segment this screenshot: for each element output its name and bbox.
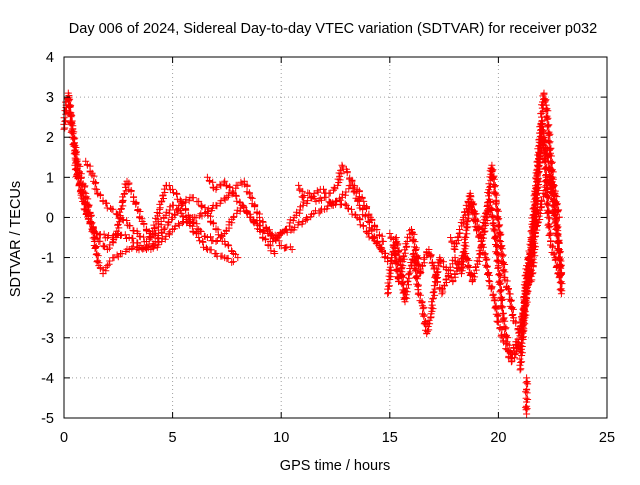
x-tick-label: 25 <box>599 430 615 446</box>
x-tick-label: 15 <box>382 430 398 446</box>
data-markers <box>60 89 566 418</box>
plot-frame <box>63 56 608 419</box>
y-tick-label: 0 <box>46 210 54 226</box>
y-tick-label: -4 <box>41 371 54 387</box>
series-track-d <box>82 157 237 266</box>
data-point-markers <box>82 157 237 266</box>
x-tick-label: 0 <box>60 430 68 446</box>
series-track-k <box>516 117 564 374</box>
y-tick-label: -2 <box>41 291 54 307</box>
y-tick-label: -3 <box>41 331 54 347</box>
y-tick-label: -5 <box>41 411 54 427</box>
data-point-markers <box>295 181 387 245</box>
x-tick-label: 5 <box>169 430 177 446</box>
chart-title: Day 006 of 2024, Sidereal Day-to-day VTE… <box>69 21 597 37</box>
y-tick-label: -1 <box>41 251 54 267</box>
y-tick-label: 2 <box>46 130 54 146</box>
y-tick-label: 4 <box>46 50 54 66</box>
series-track-f <box>266 197 389 257</box>
y-tick-label: 3 <box>46 90 54 106</box>
data-point-markers <box>516 117 564 374</box>
x-tick-label: 20 <box>490 430 506 446</box>
series-track-l <box>522 374 532 418</box>
grid <box>64 57 607 418</box>
x-tick-label: 10 <box>273 430 289 446</box>
tick-labels: 0 5 10 15 20 25 -5 -4 -3 -2 -1 0 1 2 3 4 <box>41 50 615 446</box>
data-point-markers <box>522 374 532 418</box>
series-track-g <box>295 181 387 245</box>
y-tick-label: 1 <box>46 170 54 186</box>
x-axis-label: GPS time / hours <box>280 458 390 474</box>
ticks <box>63 56 608 419</box>
y-axis-label: SDTVAR / TECUs <box>8 181 24 297</box>
data-point-markers <box>266 197 389 257</box>
